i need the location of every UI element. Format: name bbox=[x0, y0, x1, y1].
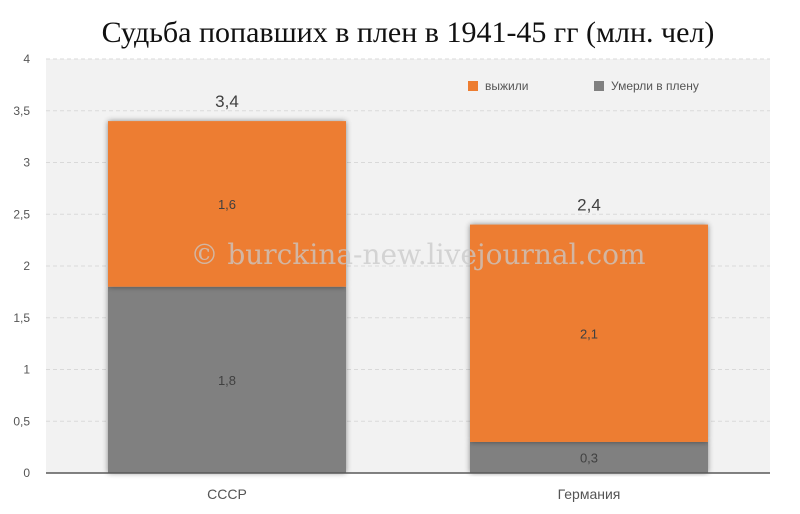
y-axis: 0 0,5 1 1,5 2 2,5 3 3,5 4 bbox=[13, 52, 30, 480]
data-label: 2,1 bbox=[580, 326, 598, 341]
y-tick-label: 1,5 bbox=[13, 311, 30, 325]
data-label: 0,3 bbox=[580, 450, 598, 465]
bars: 1,8 1,6 3,4 0,3 2,1 2,4 bbox=[108, 92, 708, 473]
legend: выжили Умерли в плену bbox=[468, 79, 699, 93]
data-label: 1,8 bbox=[218, 373, 236, 388]
x-tick-label: Германия bbox=[558, 486, 621, 502]
legend-label: Умерли в плену bbox=[611, 79, 699, 93]
bar-segment bbox=[108, 121, 346, 287]
y-tick-label: 0,5 bbox=[13, 414, 30, 428]
x-axis: СССР Германия bbox=[207, 486, 620, 502]
total-label: 2,4 bbox=[577, 196, 601, 215]
y-tick-label: 0 bbox=[23, 466, 30, 480]
y-tick-label: 2 bbox=[23, 259, 30, 273]
legend-swatch bbox=[594, 81, 604, 91]
y-tick-label: 2,5 bbox=[13, 207, 30, 221]
bar-segment bbox=[470, 441, 708, 473]
y-tick-label: 3,5 bbox=[13, 104, 30, 118]
y-tick-label: 3 bbox=[23, 156, 30, 170]
legend-swatch bbox=[468, 81, 478, 91]
total-label: 3,4 bbox=[215, 92, 239, 111]
bar-segment bbox=[470, 224, 708, 442]
y-tick-label: 4 bbox=[23, 52, 30, 66]
data-label: 1,6 bbox=[218, 197, 236, 212]
x-tick-label: СССР bbox=[207, 486, 247, 502]
chart-title: Судьба попавших в плен в 1941-45 гг (млн… bbox=[102, 16, 715, 49]
bar-segment bbox=[108, 286, 346, 473]
legend-label: выжили bbox=[485, 79, 528, 93]
watermark: © burckina-new.livejournal.com bbox=[190, 238, 645, 271]
y-tick-label: 1 bbox=[23, 363, 30, 377]
